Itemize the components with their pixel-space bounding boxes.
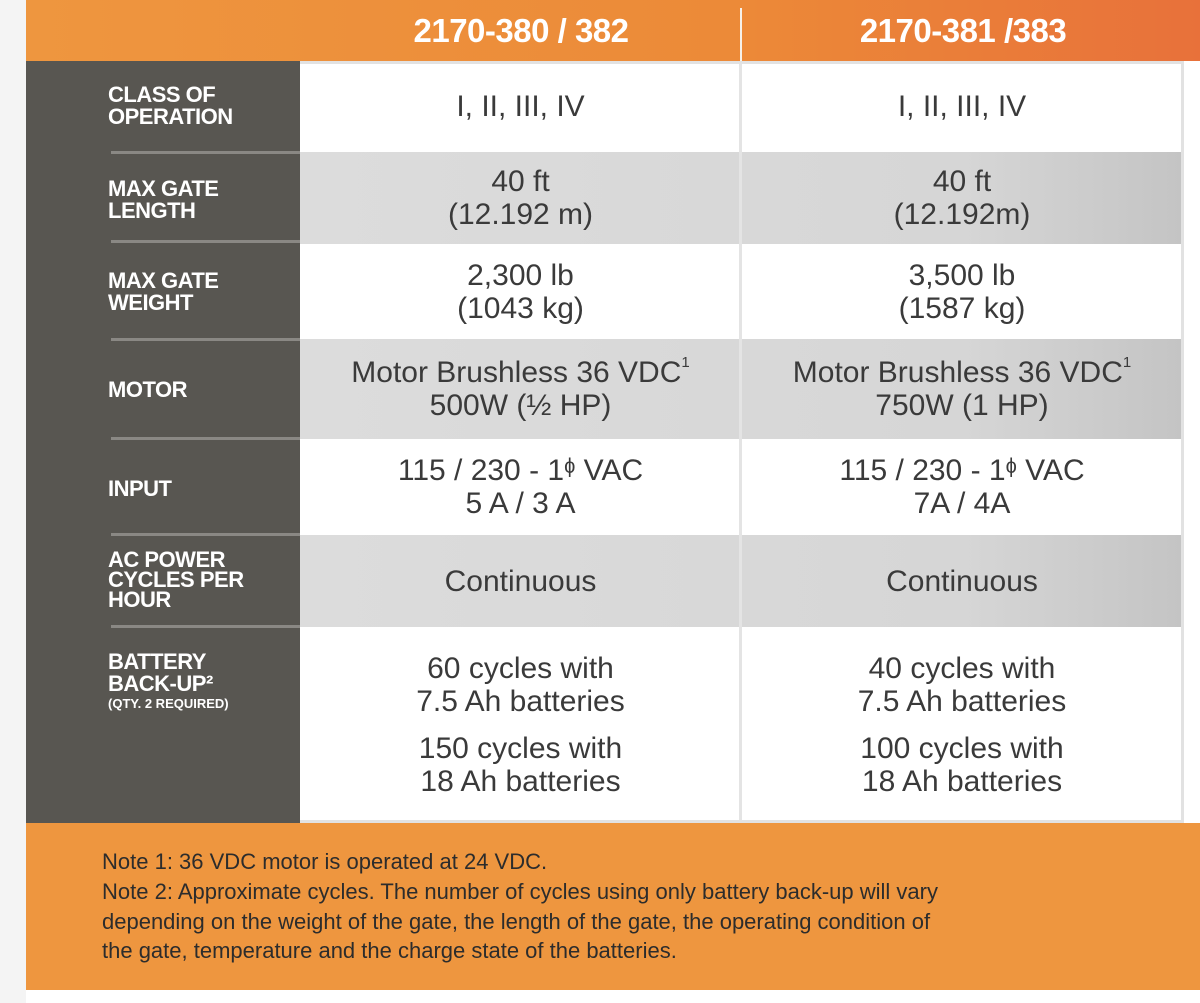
cell-battery-col1: 60 cycles with 7.5 Ah batteries 150 cycl… [416, 652, 625, 798]
cell-weight-col2: 3,500 lb (1587 kg) [898, 258, 1026, 325]
row-label-input: INPUT [108, 476, 172, 501]
column-header-380-382: 2170-380 / 382 [413, 11, 629, 49]
row-label-battery-backup: BATTERY BACK-UP² (QTY. 2 REQUIRED) [108, 649, 229, 712]
cell-input-col1: 115 / 230 - 1ᶲ VAC 5 A / 3 A [397, 454, 644, 520]
note-2-line-1: Note 2: Approximate cycles. The number o… [102, 879, 938, 904]
cell-battery-col2: 40 cycles with 7.5 Ah batteries 100 cycl… [857, 652, 1067, 798]
page-left-margin [0, 0, 26, 1003]
label-column [26, 61, 300, 823]
row-bg-class [300, 61, 1184, 152]
notes-section [26, 823, 1200, 990]
row-label-max-gate-length: MAX GATE LENGTH [108, 176, 219, 223]
spec-table: 2170-380 / 382 2170-381 /383 CLASS OF OP… [26, 0, 1200, 990]
header-divider [740, 8, 742, 61]
column-header-381-383: 2170-381 /383 [859, 11, 1067, 49]
row-bg-input [300, 439, 1184, 535]
cell-cycles-col1: Continuous [444, 564, 597, 598]
row-label-ac-power-cycles: AC POWER CYCLES PER HOUR [108, 547, 244, 612]
row-label-class-of-operation: CLASS OF OPERATION [108, 82, 233, 129]
row-bg-battery [300, 627, 1184, 823]
cell-input-col2: 115 / 230 - 1ᶲ VAC 7A / 4A [839, 454, 1085, 520]
row-divider [111, 240, 300, 243]
cell-length-col2: 40 ft (12.192m) [893, 165, 1031, 231]
cell-class-col2: I, II, III, IV [897, 90, 1027, 123]
cell-length-col1: 40 ft (12.192 m) [447, 165, 594, 231]
row-bg-cycles [300, 535, 1184, 627]
table-header [26, 0, 1200, 61]
row-divider [111, 533, 300, 536]
note-1: Note 1: 36 VDC motor is operated at 24 V… [102, 849, 548, 874]
row-label-motor: MOTOR [108, 377, 187, 402]
row-divider [111, 338, 300, 341]
cell-motor-col2: Motor Brushless 36 VDC1 750W (1 HP) [792, 354, 1132, 422]
note-2-line-3: the gate, temperature and the charge sta… [102, 938, 677, 963]
row-bg-motor [300, 339, 1184, 439]
table-frame [300, 61, 1184, 823]
row-bg-weight [300, 244, 1184, 339]
row-divider [111, 437, 300, 440]
cell-class-col1: I, II, III, IV [456, 90, 585, 123]
note-2-line-2: depending on the weight of the gate, the… [102, 909, 931, 934]
row-divider [111, 625, 300, 628]
column-divider [739, 61, 742, 823]
row-label-max-gate-weight: MAX GATE WEIGHT [108, 268, 219, 315]
row-divider [111, 151, 300, 154]
row-bg-length [300, 152, 1184, 244]
cell-weight-col1: 2,300 lb (1043 kg) [457, 258, 584, 325]
cell-cycles-col2: Continuous [886, 564, 1038, 598]
cell-motor-col1: Motor Brushless 36 VDC1 500W (½ HP) [351, 354, 690, 422]
